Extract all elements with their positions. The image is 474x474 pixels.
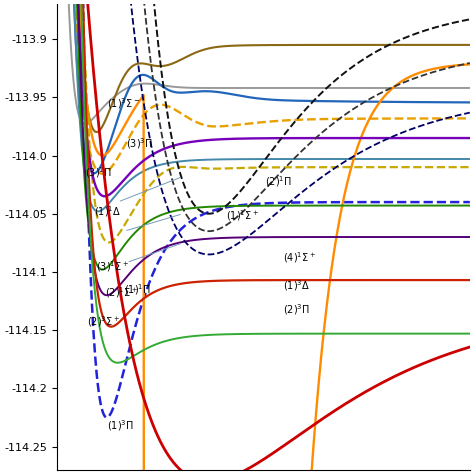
- Text: $(2)^1\Sigma^+$: $(2)^1\Sigma^+$: [105, 285, 137, 301]
- Text: $(1)^3\Sigma^-$: $(1)^3\Sigma^-$: [107, 96, 140, 110]
- Text: $(1)^3\Pi$: $(1)^3\Pi$: [107, 418, 134, 433]
- Text: $(1)^1\Delta$: $(1)^1\Delta$: [94, 204, 121, 219]
- Text: $(1)^3\Delta$: $(1)^3\Delta$: [283, 279, 310, 293]
- Text: $(4)^1\Sigma^+$: $(4)^1\Sigma^+$: [283, 251, 316, 265]
- Text: $(3)^3\Pi$: $(3)^3\Pi$: [127, 137, 153, 151]
- Text: $(3)^1\Pi$: $(3)^1\Pi$: [85, 165, 112, 181]
- Text: $(2)^1\Pi$: $(2)^1\Pi$: [265, 173, 292, 189]
- Text: $(1)^1\Sigma^+$: $(1)^1\Sigma^+$: [227, 209, 259, 223]
- Text: $(1)^1\Pi$: $(1)^1\Pi$: [124, 282, 151, 297]
- Text: $(2)^3\Sigma^+$: $(2)^3\Sigma^+$: [87, 315, 120, 329]
- Text: $(2)^3\Pi$: $(2)^3\Pi$: [283, 302, 310, 317]
- Text: $(3)^1\Sigma^+$: $(3)^1\Sigma^+$: [96, 259, 129, 273]
